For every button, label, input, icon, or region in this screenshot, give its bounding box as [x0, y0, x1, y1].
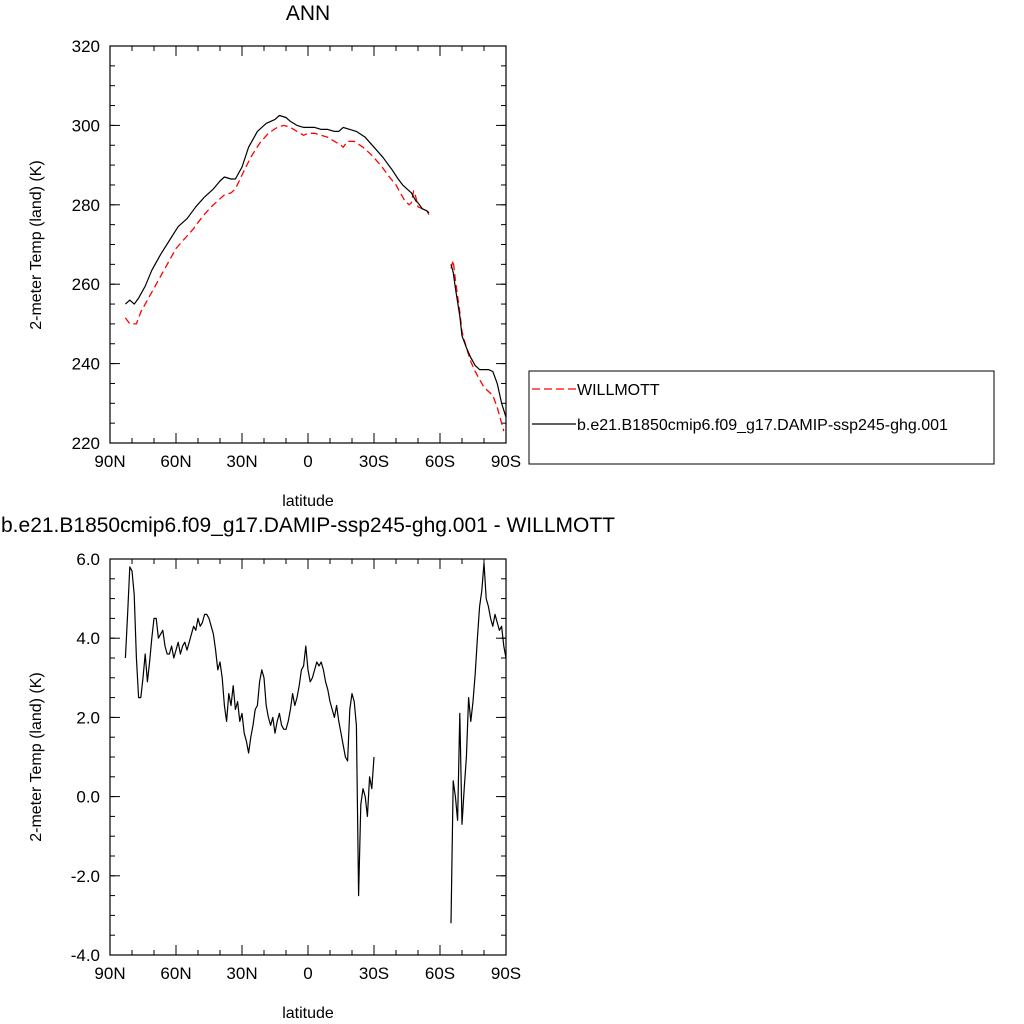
- y-tick-label: 260: [72, 275, 100, 294]
- y-tick-label: 320: [72, 37, 100, 56]
- series-0-line: [450, 259, 505, 432]
- y-tick-label: 0.0: [76, 788, 100, 807]
- top-x-axis-label: latitude: [282, 493, 334, 510]
- legend-label-model: b.e21.B1850cmip6.f09_g17.DAMIP-ssp245-gh…: [577, 417, 948, 434]
- y-tick-label: 220: [72, 434, 100, 453]
- legend-box: [528, 370, 995, 465]
- x-tick-label: 30S: [359, 964, 389, 983]
- top-plot-frame: [109, 45, 507, 444]
- top-x-axis: 90N 60N 30N 0 30S 60S 90S: [94, 46, 521, 471]
- x-tick-label: 90N: [94, 452, 125, 471]
- y-tick-label: 4.0: [76, 629, 100, 648]
- bottom-y-axis: -4.0 -2.0 0.0 2.0 4.0 6.0: [71, 550, 506, 965]
- y-tick-label: 2.0: [76, 708, 100, 727]
- x-tick-label: 30N: [226, 964, 257, 983]
- x-tick-label: 90N: [94, 964, 125, 983]
- bottom-x-axis: 90N 60N 30N 0 30S 60S 90S: [94, 559, 521, 983]
- x-tick-label: 60S: [425, 964, 455, 983]
- bottom-plot-series: [124, 562, 507, 924]
- series-1-line: [124, 114, 430, 305]
- legend-label-willmott: WILLMOTT: [577, 382, 660, 399]
- y-tick-label: -2.0: [71, 867, 100, 886]
- series-0-line: [124, 124, 430, 325]
- bottom-plot-frame: [109, 558, 507, 956]
- x-tick-label: 0: [303, 452, 312, 471]
- x-tick-label: 60S: [425, 452, 455, 471]
- series-0-line: [124, 566, 375, 897]
- x-tick-label: 30N: [226, 452, 257, 471]
- bottom-x-axis-label: latitude: [282, 1005, 334, 1022]
- bottom-chart-title: b.e21.B1850cmip6.f09_g17.DAMIP-ssp245-gh…: [1, 514, 615, 537]
- series-0-line: [450, 562, 507, 924]
- x-tick-label: 60N: [160, 452, 191, 471]
- x-tick-label: 0: [303, 964, 312, 983]
- top-chart-title: ANN: [286, 2, 330, 25]
- y-tick-label: 300: [72, 116, 100, 135]
- x-tick-label: 90S: [491, 964, 521, 983]
- top-legend: WILLMOTT b.e21.B1850cmip6.f09_g17.DAMIP-…: [528, 370, 995, 465]
- y-tick-label: 6.0: [76, 550, 100, 569]
- x-tick-label: 60N: [160, 964, 191, 983]
- top-panel: ANN 90N 60N 30N 0 30S 60S 90S 220 240 260 280 300 3…: [28, 2, 995, 510]
- bottom-y-axis-label: 2-meter Temp (land) (K): [28, 672, 45, 842]
- x-tick-label: 90S: [491, 452, 521, 471]
- bottom-panel: b.e21.B1850cmip6.f09_g17.DAMIP-ssp245-gh…: [1, 514, 615, 1022]
- y-tick-label: 240: [72, 355, 100, 374]
- top-y-axis-label: 2-meter Temp (land) (K): [28, 160, 45, 330]
- top-plot-series: [124, 114, 507, 432]
- x-tick-label: 30S: [359, 452, 389, 471]
- top-y-axis: 220 240 260 280 300 320: [72, 37, 506, 453]
- y-tick-label: 280: [72, 196, 100, 215]
- y-tick-label: -4.0: [71, 946, 100, 965]
- series-1-line: [450, 264, 507, 418]
